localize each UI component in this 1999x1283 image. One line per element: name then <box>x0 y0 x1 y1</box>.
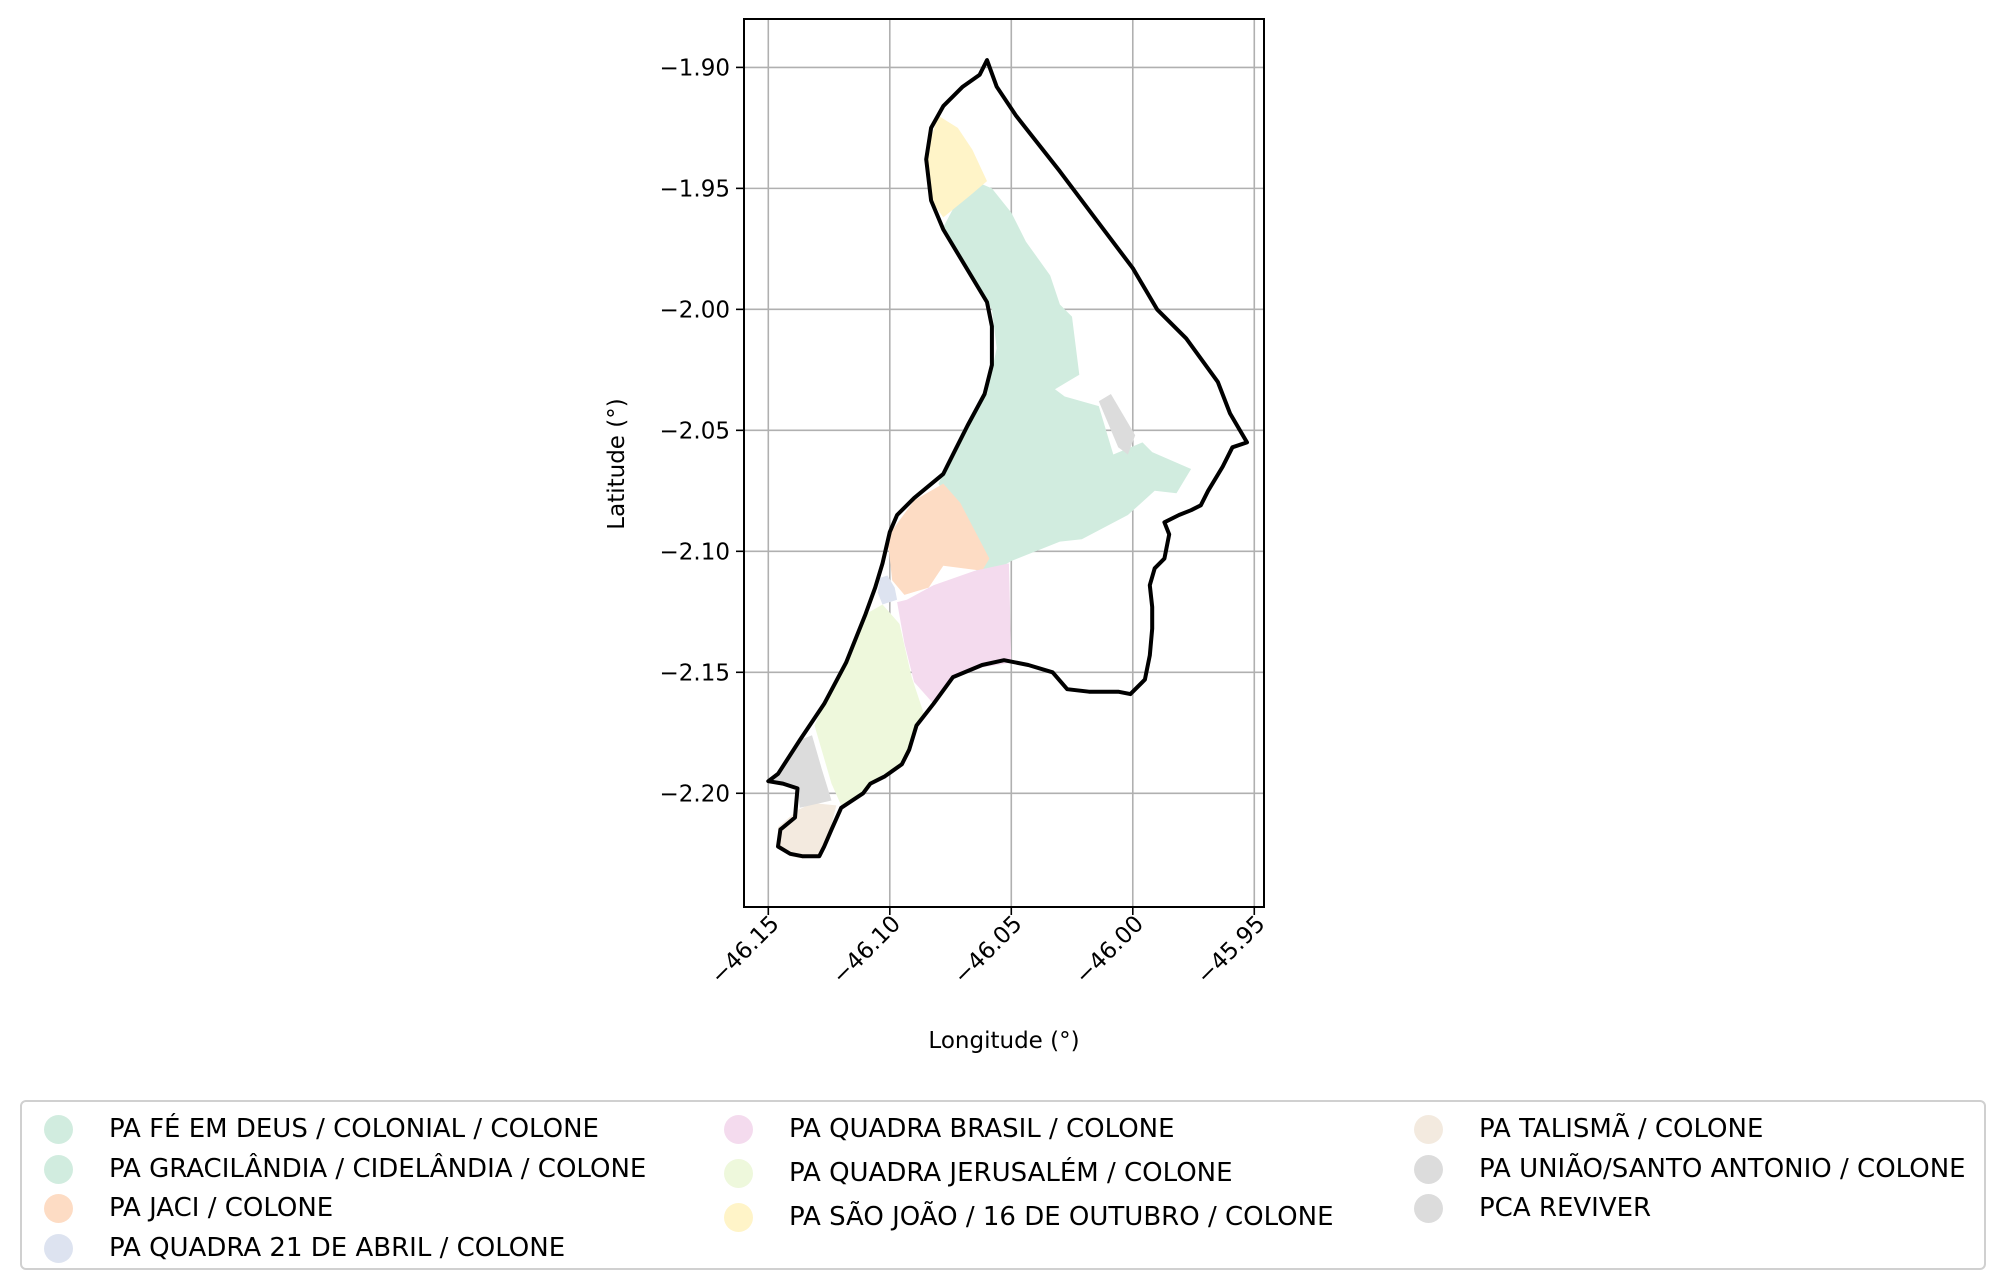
legend-label: PA QUADRA 21 DE ABRIL / COLONE <box>109 1233 566 1263</box>
legend-label: PA FÉ EM DEUS / COLONIAL / COLONE <box>109 1114 599 1144</box>
legend-marker <box>1414 1193 1443 1223</box>
y-tick-label-6: −2.20 <box>660 781 730 807</box>
legend-entry-3: PA QUADRA 21 DE ABRIL / COLONE <box>44 1233 565 1263</box>
legend-marker <box>724 1158 753 1188</box>
boundary-layer <box>766 58 1249 859</box>
y-tick-label-3: −2.05 <box>660 418 730 444</box>
region-8-polygon-0 <box>770 735 832 808</box>
legend-label: PA GRACILÂNDIA / CIDELÂNDIA / COLONE <box>109 1154 647 1184</box>
x-tick-label-0: −46.15 <box>706 911 785 990</box>
x-tick-label-2: −46.05 <box>949 911 1028 990</box>
region-3-polygon-0 <box>877 575 898 605</box>
legend: PA FÉ EM DEUS / COLONIAL / COLONE PA GRAC… <box>20 1100 1986 1270</box>
y-tick-label-5: −2.15 <box>660 660 730 686</box>
legend-label: PCA REVIVER <box>1479 1193 1652 1223</box>
legend-marker <box>44 1233 73 1263</box>
legend-marker <box>44 1154 73 1184</box>
region-1-polygon-0 <box>938 181 1192 581</box>
legend-entry-7: PA TALISMÃ / COLONE <box>1414 1114 1763 1144</box>
plot-frame <box>743 18 1265 908</box>
legend-entry-4: PA QUADRA BRASIL / COLONE <box>724 1114 1175 1144</box>
region-4-polygon-0 <box>897 563 1012 704</box>
legend-marker <box>44 1114 73 1144</box>
y-tick-label-2: −2.00 <box>660 297 730 323</box>
legend-marker <box>724 1114 753 1144</box>
legend-label: PA SÃO JOÃO / 16 DE OUTUBRO / COLONE <box>789 1202 1334 1232</box>
legend-label: PA JACI / COLONE <box>109 1193 334 1223</box>
legend-entry-6: PA SÃO JOÃO / 16 DE OUTUBRO / COLONE <box>724 1202 1334 1232</box>
legend-label: PA UNIÃO/SANTO ANTONIO / COLONE <box>1479 1154 1966 1184</box>
legend-label: PA TALISMÃ / COLONE <box>1479 1114 1764 1144</box>
x-tick-label-3: −46.00 <box>1070 911 1149 990</box>
legend-marker <box>724 1202 753 1232</box>
x-axis-label: Longitude (°) <box>928 1028 1079 1054</box>
legend-entry-8: PA UNIÃO/SANTO ANTONIO / COLONE <box>1414 1154 1966 1184</box>
legend-entry-5: PA QUADRA JERUSALÉM / COLONE <box>724 1158 1233 1188</box>
region-6-polygon-0 <box>926 115 987 218</box>
legend-label: PA QUADRA JERUSALÉM / COLONE <box>789 1158 1233 1188</box>
region-9-polygon-0 <box>1098 394 1136 455</box>
legend-label: PA QUADRA BRASIL / COLONE <box>789 1114 1175 1144</box>
grid <box>744 19 1264 907</box>
x-tick-label-1: −46.10 <box>827 911 906 990</box>
y-tick-label-1: −1.95 <box>660 176 730 202</box>
legend-marker <box>1414 1114 1443 1144</box>
legend-entry-9: PCA REVIVER <box>1414 1193 1651 1223</box>
legend-entry-1: PA GRACILÂNDIA / CIDELÂNDIA / COLONE <box>44 1154 646 1184</box>
legend-entry-0: PA FÉ EM DEUS / COLONIAL / COLONE <box>44 1114 599 1144</box>
y-axis-label: Latitude (°) <box>604 398 630 529</box>
region-2-polygon-0 <box>887 483 990 595</box>
region-layer <box>770 115 1192 859</box>
y-tick-label-4: −2.10 <box>660 539 730 565</box>
municipality-boundary <box>766 58 1249 859</box>
legend-marker <box>44 1193 73 1223</box>
region-7-polygon-0 <box>778 803 837 859</box>
legend-entry-2: PA JACI / COLONE <box>44 1193 333 1223</box>
legend-marker <box>1414 1154 1443 1184</box>
x-tick-label-4: −45.95 <box>1192 911 1271 990</box>
region-5-polygon-0 <box>814 604 924 806</box>
y-tick-label-0: −1.90 <box>660 55 730 81</box>
